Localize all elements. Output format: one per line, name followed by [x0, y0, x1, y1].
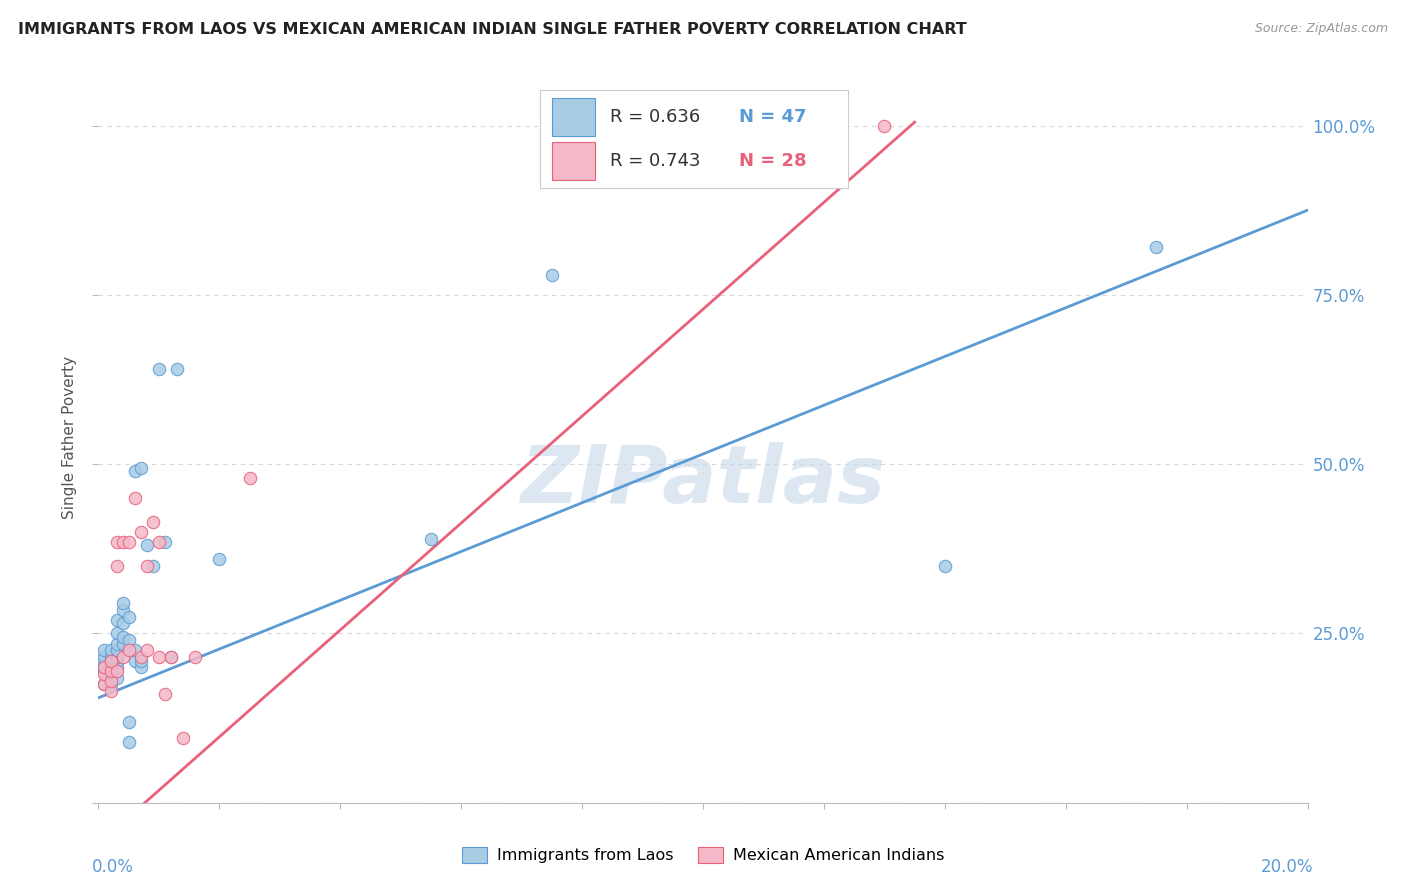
Point	[1144, 240, 1167, 254]
FancyBboxPatch shape	[540, 90, 848, 188]
Point	[100, 684, 122, 698]
Legend: Immigrants from Laos, Mexican American Indians: Immigrants from Laos, Mexican American I…	[457, 842, 949, 868]
Point	[148, 535, 170, 549]
Point	[100, 654, 122, 668]
Point	[153, 688, 176, 702]
Point	[105, 660, 128, 674]
Text: ZIPatlas: ZIPatlas	[520, 442, 886, 520]
Point	[111, 650, 134, 665]
Text: R = 0.636: R = 0.636	[610, 109, 700, 127]
Point	[105, 664, 128, 678]
Point	[129, 654, 152, 668]
Text: 20.0%: 20.0%	[1261, 858, 1313, 876]
Point	[105, 626, 128, 640]
Text: N = 47: N = 47	[740, 109, 807, 127]
Point	[111, 630, 134, 644]
Point	[105, 671, 128, 685]
Point	[129, 460, 152, 475]
Point	[118, 714, 141, 729]
Point	[129, 524, 152, 539]
Point	[93, 650, 115, 665]
Point	[93, 677, 115, 691]
Point	[124, 654, 146, 668]
Point	[93, 650, 115, 665]
FancyBboxPatch shape	[551, 143, 595, 180]
Text: N = 28: N = 28	[740, 153, 807, 170]
Point	[118, 535, 141, 549]
Point	[148, 362, 170, 376]
Text: 0.0%: 0.0%	[93, 858, 134, 876]
Point	[93, 643, 115, 657]
Point	[135, 538, 157, 552]
Point	[129, 650, 152, 665]
Point	[100, 660, 122, 674]
Point	[111, 603, 134, 617]
Point	[172, 731, 194, 746]
Point	[100, 677, 122, 691]
Point	[166, 362, 188, 376]
Point	[93, 657, 115, 671]
Point	[142, 558, 165, 573]
Point	[124, 491, 146, 505]
Point	[100, 673, 122, 688]
Point	[142, 515, 165, 529]
Y-axis label: Single Father Poverty: Single Father Poverty	[62, 356, 77, 518]
Point	[118, 609, 141, 624]
Point	[105, 613, 128, 627]
Point	[100, 671, 122, 685]
Point	[105, 535, 128, 549]
Text: IMMIGRANTS FROM LAOS VS MEXICAN AMERICAN INDIAN SINGLE FATHER POVERTY CORRELATIO: IMMIGRANTS FROM LAOS VS MEXICAN AMERICAN…	[18, 22, 967, 37]
Point	[93, 677, 115, 691]
Point	[93, 660, 115, 674]
Point	[153, 535, 176, 549]
Point	[148, 650, 170, 665]
Point	[124, 643, 146, 657]
Point	[93, 664, 115, 678]
Text: Source: ZipAtlas.com: Source: ZipAtlas.com	[1254, 22, 1388, 36]
Point	[105, 650, 128, 665]
FancyBboxPatch shape	[551, 98, 595, 136]
Text: R = 0.743: R = 0.743	[610, 153, 700, 170]
Point	[118, 735, 141, 749]
Point	[540, 268, 562, 282]
Point	[100, 660, 122, 674]
Point	[934, 558, 956, 573]
Point	[105, 637, 128, 651]
Point	[100, 643, 122, 657]
Point	[184, 650, 207, 665]
Point	[105, 558, 128, 573]
Point	[208, 552, 231, 566]
Point	[111, 535, 134, 549]
Point	[111, 616, 134, 631]
Point	[135, 643, 157, 657]
Point	[111, 596, 134, 610]
Point	[105, 654, 128, 668]
Point	[124, 464, 146, 478]
Point	[93, 667, 115, 681]
Point	[118, 643, 141, 657]
Point	[129, 660, 152, 674]
Point	[420, 532, 443, 546]
Point	[100, 664, 122, 678]
Point	[118, 633, 141, 648]
Point	[239, 471, 262, 485]
Point	[873, 119, 896, 133]
Point	[100, 654, 122, 668]
Point	[105, 643, 128, 657]
Point	[160, 650, 183, 665]
Point	[111, 637, 134, 651]
Point	[100, 650, 122, 665]
Point	[135, 558, 157, 573]
Point	[160, 650, 183, 665]
